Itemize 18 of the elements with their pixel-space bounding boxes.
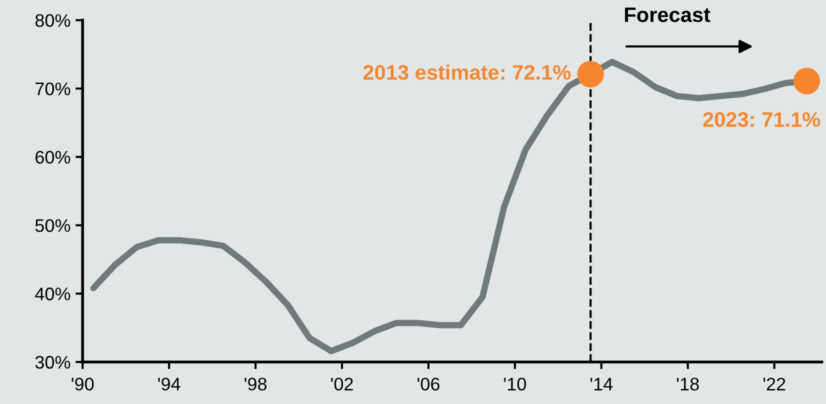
x-tick-label: '06 xyxy=(418,378,440,391)
data-label: 2023: 71.1% xyxy=(703,112,820,127)
y-tick-label: 40% xyxy=(35,288,70,300)
x-tick-label: '22 xyxy=(763,378,786,390)
x-tick-label: '98 xyxy=(244,378,267,391)
y-tick-label: 30% xyxy=(35,356,70,369)
x-tick-label: '02 xyxy=(331,378,353,391)
annotation: Forecast xyxy=(625,8,710,22)
x-tick-label: '10 xyxy=(504,378,526,391)
x-tick-label: '94 xyxy=(158,378,180,391)
y-tick-label: 60% xyxy=(36,150,70,164)
x-tick-label: '18 xyxy=(677,378,699,391)
y-tick-label: 70% xyxy=(36,82,70,96)
y-tick-label: 50% xyxy=(35,219,70,232)
x-tick-label: '90 xyxy=(72,378,94,391)
y-tick-label: 80% xyxy=(35,14,70,27)
x-tick-label: '14 xyxy=(590,378,613,390)
data-label: 2013 estimate: 72.1% xyxy=(363,64,571,80)
